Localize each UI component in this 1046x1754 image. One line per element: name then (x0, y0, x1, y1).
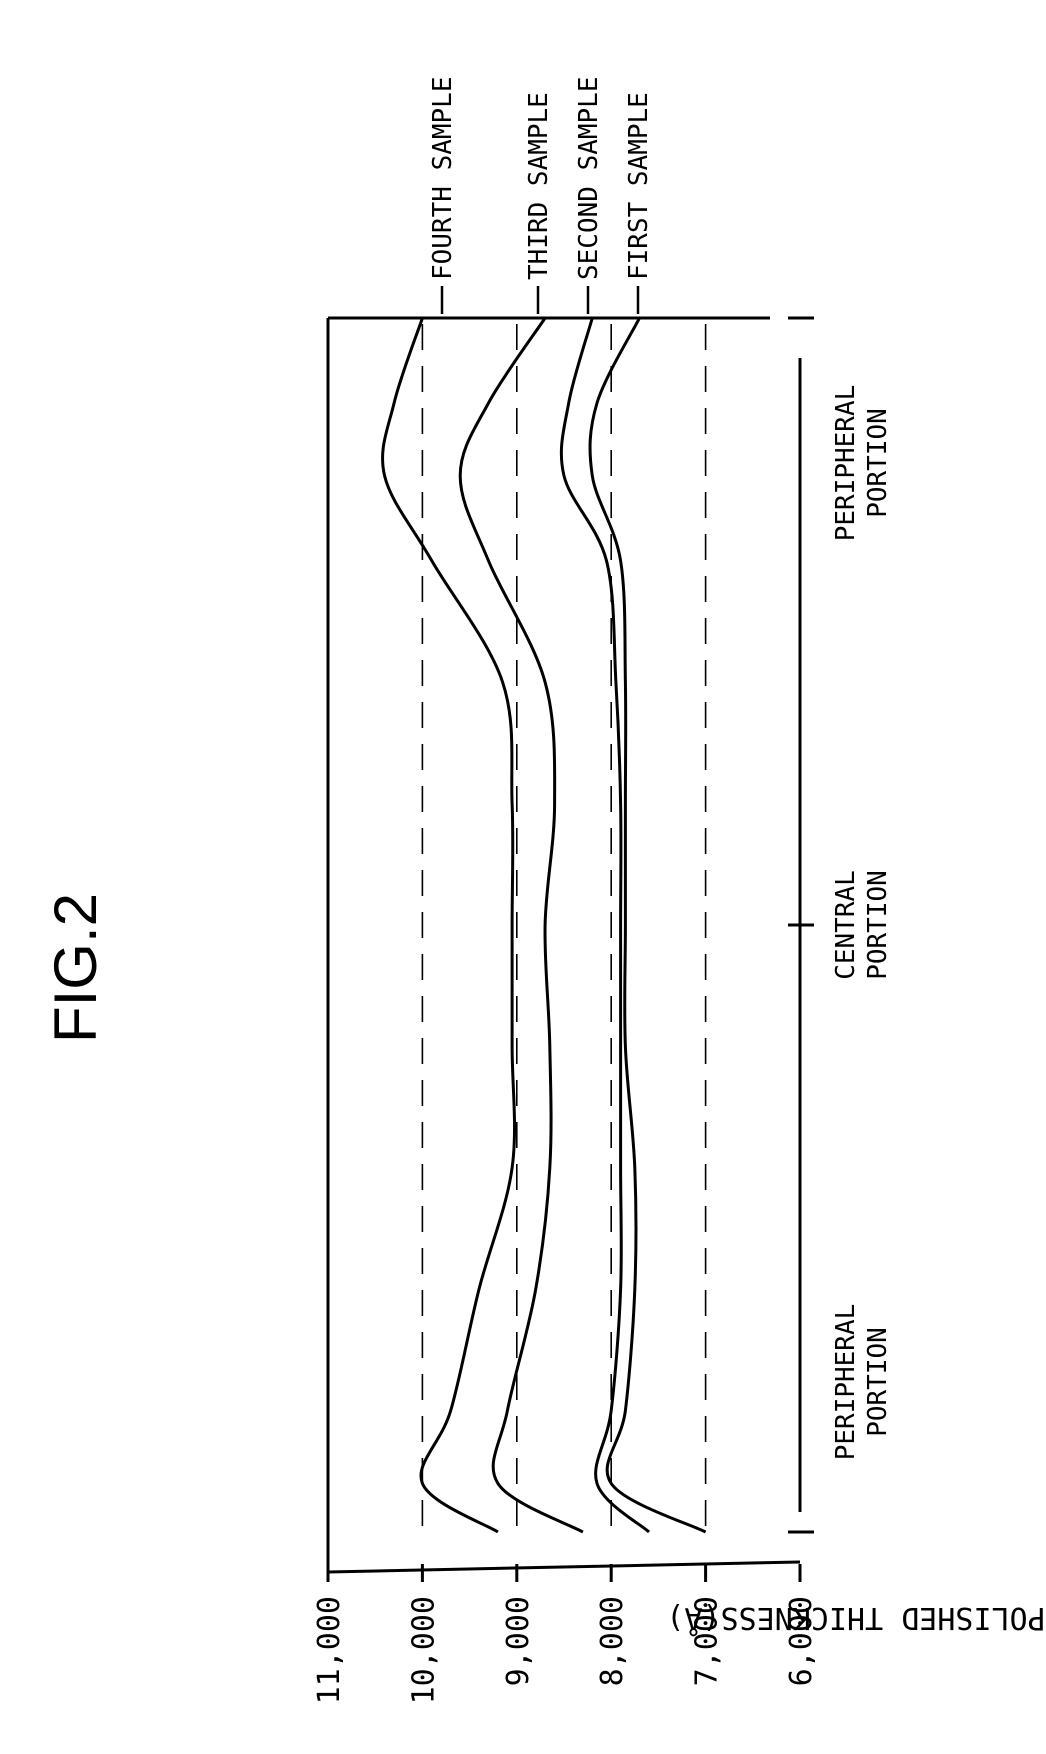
series-line (383, 318, 515, 1532)
line-chart: FOURTH SAMPLE THIRD SAMPLE SECOND SAMPLE FI… (312, 77, 893, 1705)
series-lines (383, 318, 706, 1532)
y-axis-title: POLISHED THICKNESS(Å) (666, 1600, 1045, 1636)
tick-label: 8,000 (595, 1596, 630, 1686)
tick-label: 9,000 (501, 1596, 536, 1686)
series-label: FOURTH SAMPLE (428, 77, 458, 281)
series-labels: FOURTH SAMPLE THIRD SAMPLE SECOND SAMPLE FI… (428, 77, 654, 315)
series-label: SECOND SAMPLE (574, 77, 604, 281)
category-label: PERIPHERALPORTION (831, 1304, 893, 1461)
series-label: FIRST SAMPLE (624, 92, 654, 280)
figure-title: FIG.2 (42, 893, 109, 1043)
x-category-labels: PERIPHERALPORTION CENTRALPORTION PERIPHERA… (788, 318, 893, 1532)
series-line (460, 318, 583, 1532)
tick-label: 11,000 (312, 1596, 347, 1704)
series-line (561, 318, 649, 1532)
value-axis (328, 1562, 800, 1572)
series-label: THIRD SAMPLE (524, 92, 554, 280)
category-label: CENTRALPORTION (831, 870, 893, 980)
category-label: PERIPHERALPORTION (831, 385, 893, 542)
series-line (590, 318, 706, 1532)
tick-label: 10,000 (406, 1596, 441, 1704)
